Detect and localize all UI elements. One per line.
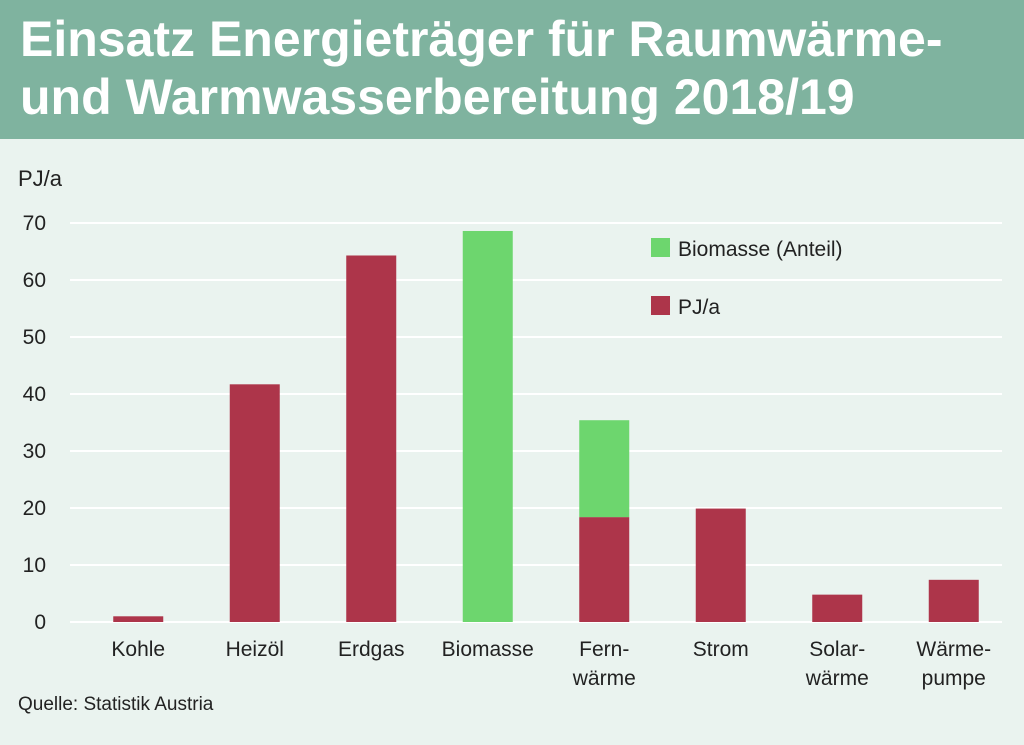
- x-tick-label: Kohle: [111, 638, 165, 661]
- y-tick-label: 60: [23, 269, 46, 292]
- x-tick-label: wärme: [572, 667, 636, 690]
- source-note: Quelle: Statistik Austria: [18, 694, 214, 715]
- x-tick-label: Solar-: [809, 638, 865, 661]
- y-axis-label: PJ/a: [18, 166, 63, 191]
- bar-pja: [229, 384, 280, 622]
- bar-pja: [579, 517, 630, 622]
- bar-pja: [346, 255, 397, 623]
- y-tick-label: 30: [23, 440, 46, 463]
- legend-label: PJ/a: [678, 296, 720, 319]
- chart-title: Einsatz Energieträger für Raumwärme- und…: [20, 11, 943, 125]
- bar-pja: [695, 508, 746, 622]
- x-tick-label: Wärme-: [916, 638, 991, 661]
- x-tick-label: Strom: [693, 638, 749, 661]
- y-tick-label: 0: [34, 611, 46, 634]
- bar-biomasse-anteil: [462, 230, 513, 623]
- bar-pja: [113, 616, 164, 622]
- x-tick-label: pumpe: [922, 667, 986, 690]
- legend-label: Biomasse (Anteil): [678, 238, 843, 261]
- bar-pja: [928, 579, 979, 622]
- y-tick-label: 10: [23, 554, 46, 577]
- bar-pja: [812, 594, 863, 622]
- x-tick-label: Erdgas: [338, 638, 405, 661]
- y-tick-label: 40: [23, 383, 46, 406]
- y-tick-label: 70: [23, 212, 46, 235]
- x-tick-label: Heizöl: [226, 638, 284, 661]
- x-tick-label: Fern-: [579, 638, 629, 661]
- bar-biomasse-anteil: [579, 420, 630, 518]
- y-tick-label: 50: [23, 326, 46, 349]
- x-tick-label: wärme: [805, 667, 869, 690]
- y-tick-label: 20: [23, 497, 46, 520]
- x-tick-label: Biomasse: [442, 638, 534, 661]
- legend-swatch: [651, 296, 670, 315]
- legend-swatch: [651, 238, 670, 257]
- title-banner: Einsatz Energieträger für Raumwärme- und…: [0, 0, 1024, 139]
